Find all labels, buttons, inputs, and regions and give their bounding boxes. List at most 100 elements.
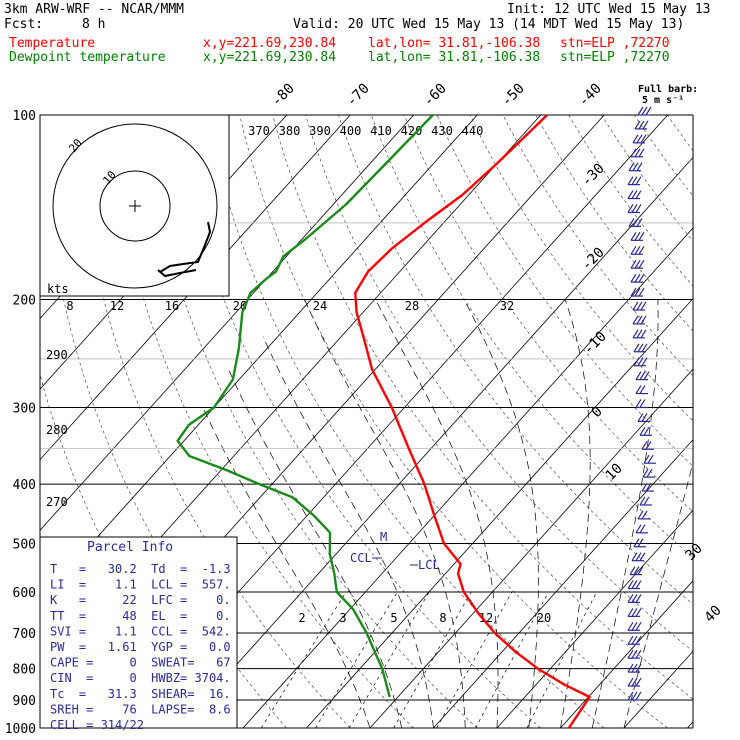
moist-adiabat-line (202, 407, 371, 728)
wind-barb-flag (639, 371, 646, 380)
wind-barb-flag (627, 691, 634, 701)
wind-barb-flag (630, 259, 637, 269)
wind-barb-flag (642, 468, 649, 478)
wind-barb-flag (632, 218, 639, 227)
wind-barb-flag (638, 245, 645, 255)
model-title: 3km ARW-WRF -- NCAR/MMM (4, 2, 185, 17)
isotherm-label: -80 (269, 81, 298, 110)
wind-barb-flag (638, 120, 645, 130)
isotherm-line (40, 115, 414, 531)
parcel-panel-title: Parcel Info (87, 540, 173, 555)
wind-barb-flag (631, 621, 638, 631)
mixing-ratio-lines (260, 591, 598, 728)
lcl-label: LCL (418, 558, 440, 572)
wind-barb (630, 273, 645, 283)
wind-barb-flag (631, 635, 638, 645)
wind-barb-flag (627, 176, 634, 185)
wind-barb (627, 663, 642, 673)
wind-barb-flag (628, 162, 635, 172)
wind-barb-flag (633, 343, 640, 353)
dry-adiabat-label: 290 (46, 348, 68, 362)
wind-barb-flag (641, 482, 648, 492)
wind-barb (641, 440, 654, 450)
wind-barb (637, 510, 650, 520)
wind-barb (632, 301, 647, 311)
wind-barb-flag (635, 371, 642, 380)
mixing-ratio-label: 5 (390, 611, 397, 625)
wind-barb-flag (627, 663, 634, 673)
wind-barb (630, 148, 645, 158)
wind-barb-flag (635, 677, 642, 687)
wind-barb (627, 176, 642, 186)
wind-barb-flag (636, 301, 643, 311)
wind-barb (627, 594, 642, 604)
wind-barb-flag (632, 329, 639, 339)
hodograph-trace (159, 221, 212, 273)
dry-adiabat-line (173, 115, 541, 728)
wind-barb-flag (635, 663, 642, 673)
mixing-ratio-line (393, 591, 472, 728)
wind-barb-flag (635, 691, 642, 701)
wind-barb-flag (638, 148, 645, 158)
wind-barb-flag (631, 552, 638, 561)
theta-label: 380 (279, 124, 301, 138)
wind-barb-flag (635, 649, 642, 659)
wind-barb (642, 468, 655, 478)
wind-barb-flag (632, 301, 639, 311)
dewpoint-legend-latlon: lat,lon= 31.81,-106.38 (368, 50, 541, 65)
wind-barb-flag (627, 677, 634, 687)
parcel-info-row: TT = 48 EL = 0. (50, 609, 231, 623)
speed-scale-label: 24 (313, 299, 327, 313)
wind-barb-flag (635, 594, 642, 603)
theta-label: 370 (248, 124, 270, 138)
parcel-info-row: SREH = 76 LAPSE= 8.6 (50, 702, 231, 716)
wind-barb-flag (642, 120, 649, 130)
wind-barb (631, 552, 646, 562)
wind-barb-flag (627, 190, 634, 199)
wind-barb-flag (639, 552, 646, 561)
wind-barb-flag (635, 580, 642, 589)
wind-barb-flag (631, 204, 638, 213)
wind-barb-flag (646, 468, 653, 478)
wind-barb-flag (637, 413, 644, 422)
mixing-ratio-line (260, 591, 347, 728)
wind-barb (634, 120, 649, 130)
wind-barb-flag (631, 677, 638, 687)
wind-barb-flag (628, 218, 635, 227)
wind-barb (630, 259, 645, 269)
parcel-info-row: Tc = 31.3 SHEAR= 16. (50, 687, 231, 701)
valid-time: Valid: 20 UTC Wed 15 May 13 (14 MDT Wed … (293, 17, 685, 32)
wind-barb-flag (638, 287, 645, 297)
wind-barb (627, 621, 642, 631)
wind-barb (627, 580, 642, 590)
moist-adiabat-line (228, 369, 403, 728)
wind-barb-flag (636, 218, 643, 227)
barb-legend-title: Full barb: (638, 84, 698, 95)
parcel-info-row: K = 22 LFC = 0. (50, 593, 231, 607)
wind-barb-flag (630, 287, 637, 297)
wind-barb-flag (639, 496, 646, 506)
wind-barb (635, 371, 650, 381)
wind-barb-flag (627, 594, 634, 603)
hodograph-ring-inner (99, 170, 171, 242)
wind-barb (627, 635, 642, 645)
theta-label: 430 (431, 124, 453, 138)
wind-barb-flag (634, 287, 641, 297)
wind-barb-flag (643, 427, 650, 436)
wind-barb-flag (632, 134, 639, 144)
wind-barb-flag (639, 399, 646, 408)
wind-barb (637, 106, 652, 116)
dry-adiabat-line (140, 115, 478, 728)
wind-barb-flag (634, 273, 641, 283)
pressure-label: 900 (13, 694, 36, 709)
isotherm-line (496, 509, 693, 728)
wind-barb-flag (631, 649, 638, 659)
wind-barb-flag (631, 594, 638, 603)
barb-legend-value: 5 m s⁻¹ (642, 95, 684, 106)
pressure-label: 700 (13, 627, 36, 642)
wind-barb (632, 329, 647, 339)
wind-barb-flag (639, 524, 646, 534)
theta-label: 420 (401, 124, 423, 138)
mixing-ratio-label: 8 (439, 611, 446, 625)
